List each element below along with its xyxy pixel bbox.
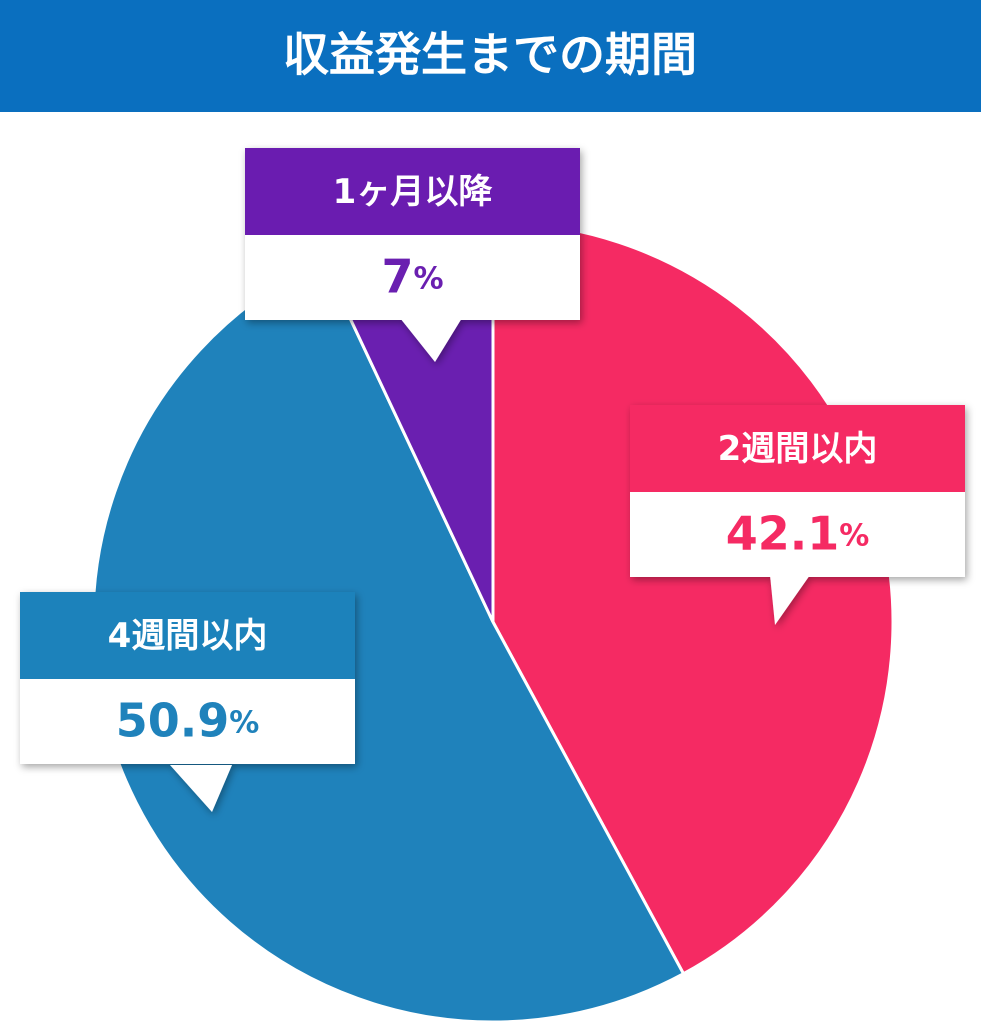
value-unit: % (839, 518, 869, 553)
value-unit: % (229, 705, 259, 740)
callout-header (245, 148, 580, 235)
value-number: 7 (381, 249, 413, 303)
value-label: 50.9% (116, 693, 260, 747)
category-label: 4週間以内 (108, 616, 268, 656)
callout-header (20, 592, 355, 679)
callout-tail (770, 575, 810, 625)
value-unit: % (413, 261, 443, 296)
category-label: 1ヶ月以降 (333, 172, 494, 212)
callouts: 2週間以内 42.1% 4週間以内 50.9% 1ヶ月以降 7% (20, 148, 965, 812)
title-bar (0, 0, 981, 112)
callout (20, 592, 355, 812)
callout (245, 148, 580, 362)
chart-title: 収益発生までの期間 (283, 28, 697, 82)
value-number: 42.1 (726, 506, 840, 560)
callout (630, 405, 965, 625)
category-label: 2週間以内 (718, 429, 878, 469)
callout-tail (170, 765, 232, 812)
callout-header (630, 405, 965, 492)
callout-tail (400, 318, 462, 362)
pie-slice (91, 258, 686, 1024)
value-number: 50.9 (116, 693, 230, 747)
value-label: 42.1% (726, 506, 870, 560)
value-label: 7% (381, 249, 443, 303)
